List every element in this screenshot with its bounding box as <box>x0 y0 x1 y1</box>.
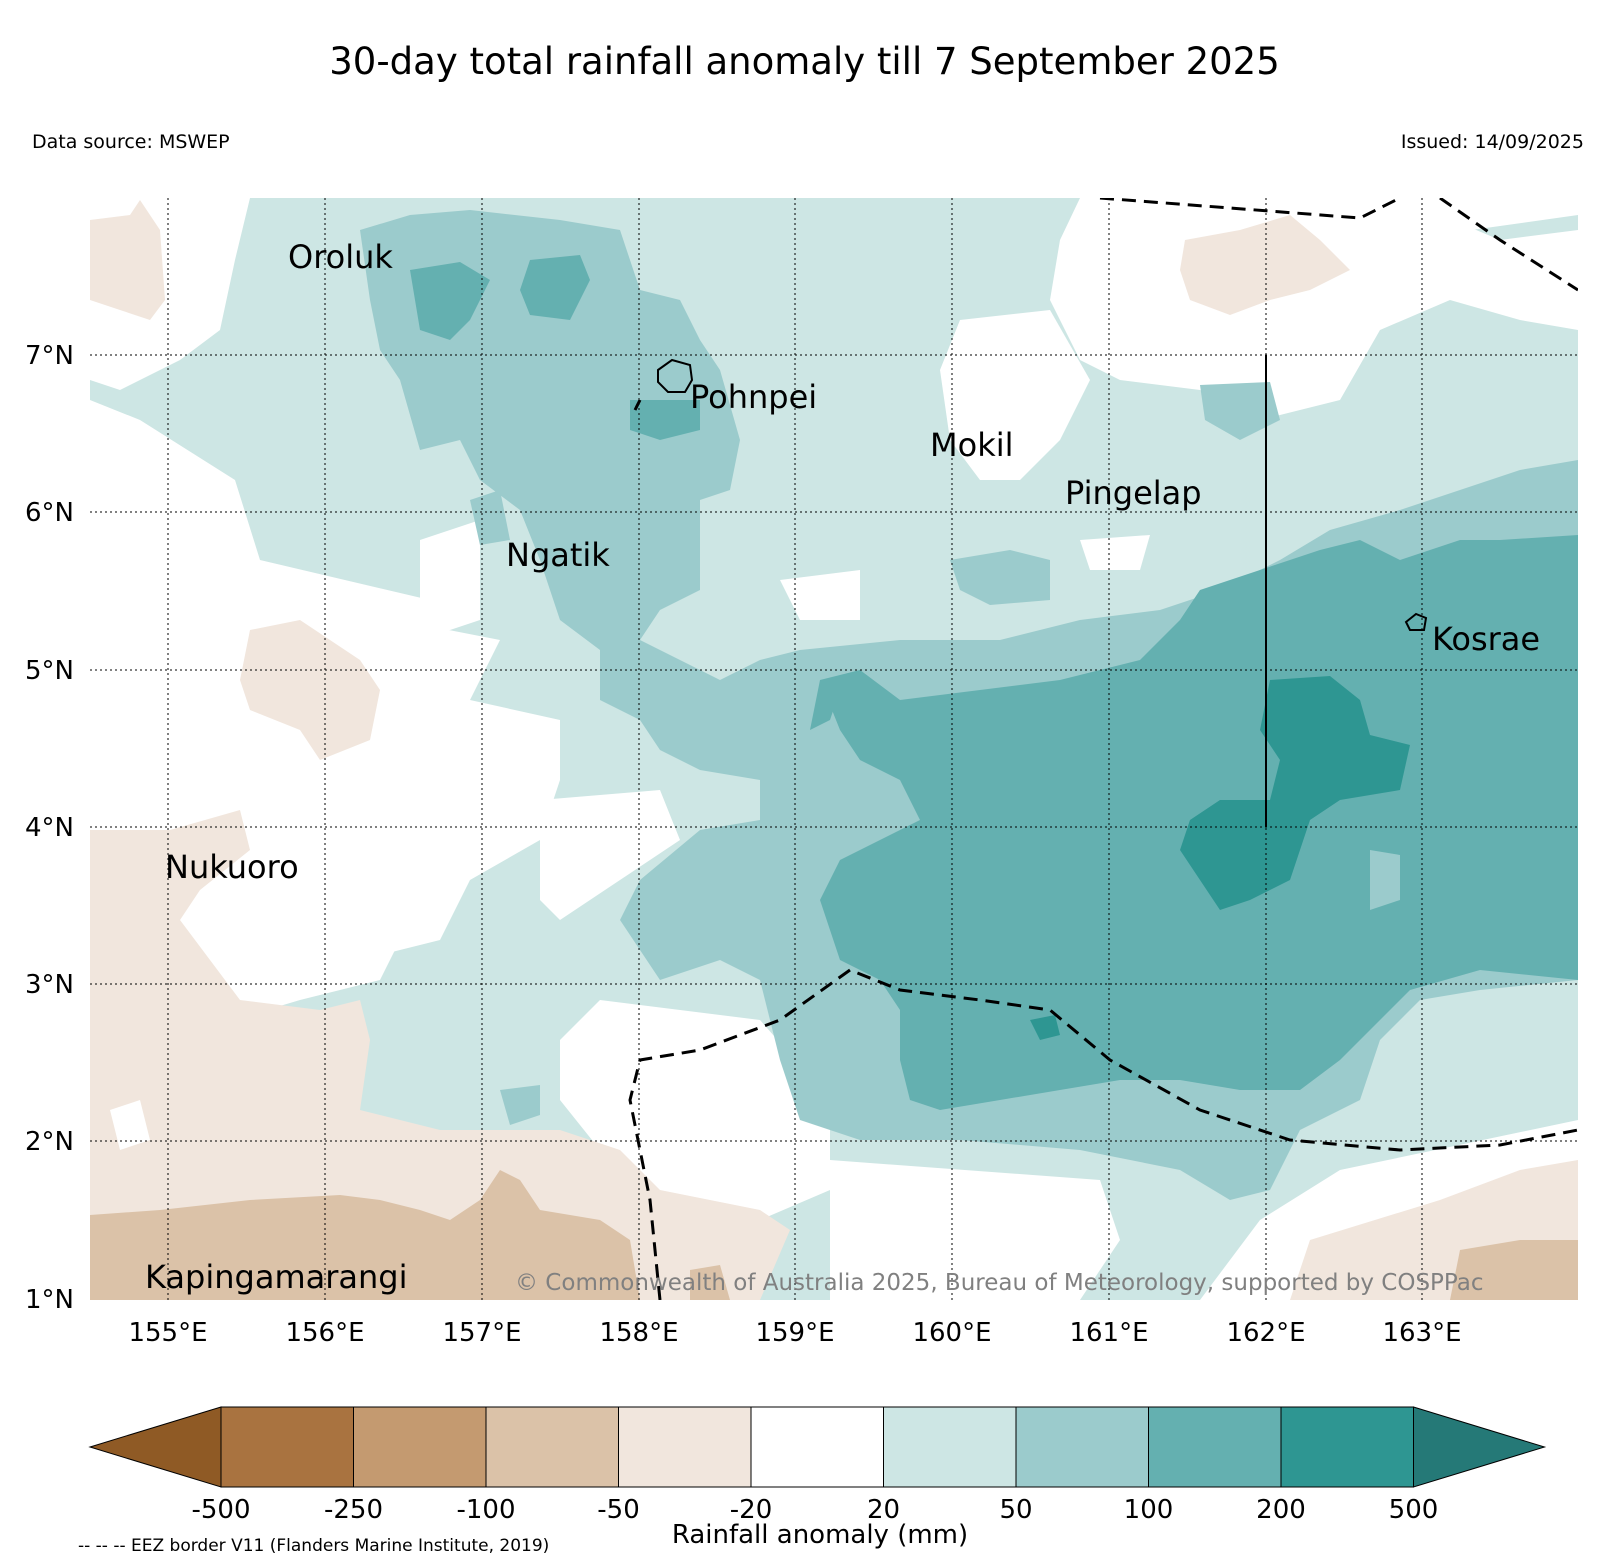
colorbar-tick-label: 200 <box>1256 1495 1306 1525</box>
colorbar-tick-label: -250 <box>324 1495 383 1525</box>
place-label-nukuoro: Nukuoro <box>165 848 299 886</box>
lat-label: 7°N <box>25 341 74 371</box>
place-label-ngatik: Ngatik <box>506 536 610 574</box>
anomaly-band-200-500 <box>1030 676 1410 1040</box>
colorbar-swatch <box>1148 1406 1282 1488</box>
lat-label: 4°N <box>25 813 74 843</box>
copyright-notice: © Commonwealth of Australia 2025, Bureau… <box>515 1270 1484 1296</box>
colorbar-swatch <box>220 1406 354 1488</box>
eez-border-lines <box>628 198 1578 1300</box>
latitude-labels: 7°N 6°N 5°N 4°N 3°N 2°N 1°N <box>25 341 74 1315</box>
map-title: 30-day total rainfall anomaly till 7 Sep… <box>329 40 1280 83</box>
lon-label: 163°E <box>1382 1318 1461 1348</box>
data-source-label: Data source: MSWEP <box>32 131 230 153</box>
place-label-pingelap: Pingelap <box>1065 474 1202 512</box>
lon-label: 157°E <box>442 1318 521 1348</box>
colorbar-extend-high <box>1413 1406 1547 1488</box>
lat-label: 2°N <box>25 1127 74 1157</box>
colorbar-swatch <box>618 1406 752 1488</box>
colorbar-swatch <box>485 1406 619 1488</box>
longitude-labels: 155°E 156°E 157°E 158°E 159°E 160°E 161°… <box>128 1318 1461 1348</box>
colorbar-swatch <box>1280 1406 1414 1488</box>
gridlines <box>90 198 1578 1300</box>
lon-label: 161°E <box>1069 1318 1148 1348</box>
lon-label: 156°E <box>285 1318 364 1348</box>
colorbar-tick-label: -50 <box>597 1495 639 1525</box>
colorbar-swatch <box>750 1406 884 1488</box>
colorbar-tick-label: 500 <box>1389 1495 1439 1525</box>
lat-label: 1°N <box>25 1285 74 1315</box>
eez-border-note: -- -- -- EEZ border V11 (Flanders Marine… <box>78 1536 550 1556</box>
colorbar-swatch <box>883 1406 1017 1488</box>
lon-label: 159°E <box>755 1318 834 1348</box>
lat-label: 5°N <box>25 656 74 686</box>
colorbar-tick-label: 100 <box>1124 1495 1174 1525</box>
issued-date-label: Issued: 14/09/2025 <box>1400 131 1584 153</box>
place-labels: Oroluk Pohnpei Mokil Pingelap Ngatik Kos… <box>145 238 1540 1296</box>
place-label-kosrae: Kosrae <box>1432 620 1540 658</box>
place-label-oroluk: Oroluk <box>288 238 393 276</box>
lat-label: 3°N <box>25 970 74 1000</box>
place-label-kapingamarangi: Kapingamarangi <box>145 1258 407 1296</box>
place-label-mokil: Mokil <box>930 426 1014 464</box>
colorbar-tick-label: -500 <box>191 1495 250 1525</box>
colorbar-tick-label: -20 <box>730 1495 772 1525</box>
lon-label: 158°E <box>599 1318 678 1348</box>
colorbar-extend-low <box>88 1406 222 1488</box>
lon-label: 162°E <box>1226 1318 1305 1348</box>
pohnpei-island-outline <box>657 358 694 393</box>
colorbar-swatch <box>1015 1406 1149 1488</box>
colorbar-tick-label: 50 <box>999 1495 1032 1525</box>
lon-label: 160°E <box>912 1318 991 1348</box>
kosrae-island-outline <box>1404 612 1428 631</box>
colorbar-swatch <box>353 1406 487 1488</box>
colorbar-tick-label: -100 <box>456 1495 515 1525</box>
colorbar: -500 -250 -100 -50 -20 20 50 100 200 500 <box>88 1406 1547 1525</box>
lat-label: 6°N <box>25 498 74 528</box>
place-label-pohnpei: Pohnpei <box>690 378 817 416</box>
anomaly-field: Oroluk Pohnpei Mokil Pingelap Ngatik Kos… <box>90 198 1578 1300</box>
lon-label: 155°E <box>128 1318 207 1348</box>
colorbar-title: Rainfall anomaly (mm) <box>671 1520 969 1550</box>
anomaly-band-minus50-minus100 <box>90 1170 1578 1300</box>
colorbar-tick-label: 20 <box>867 1495 900 1525</box>
